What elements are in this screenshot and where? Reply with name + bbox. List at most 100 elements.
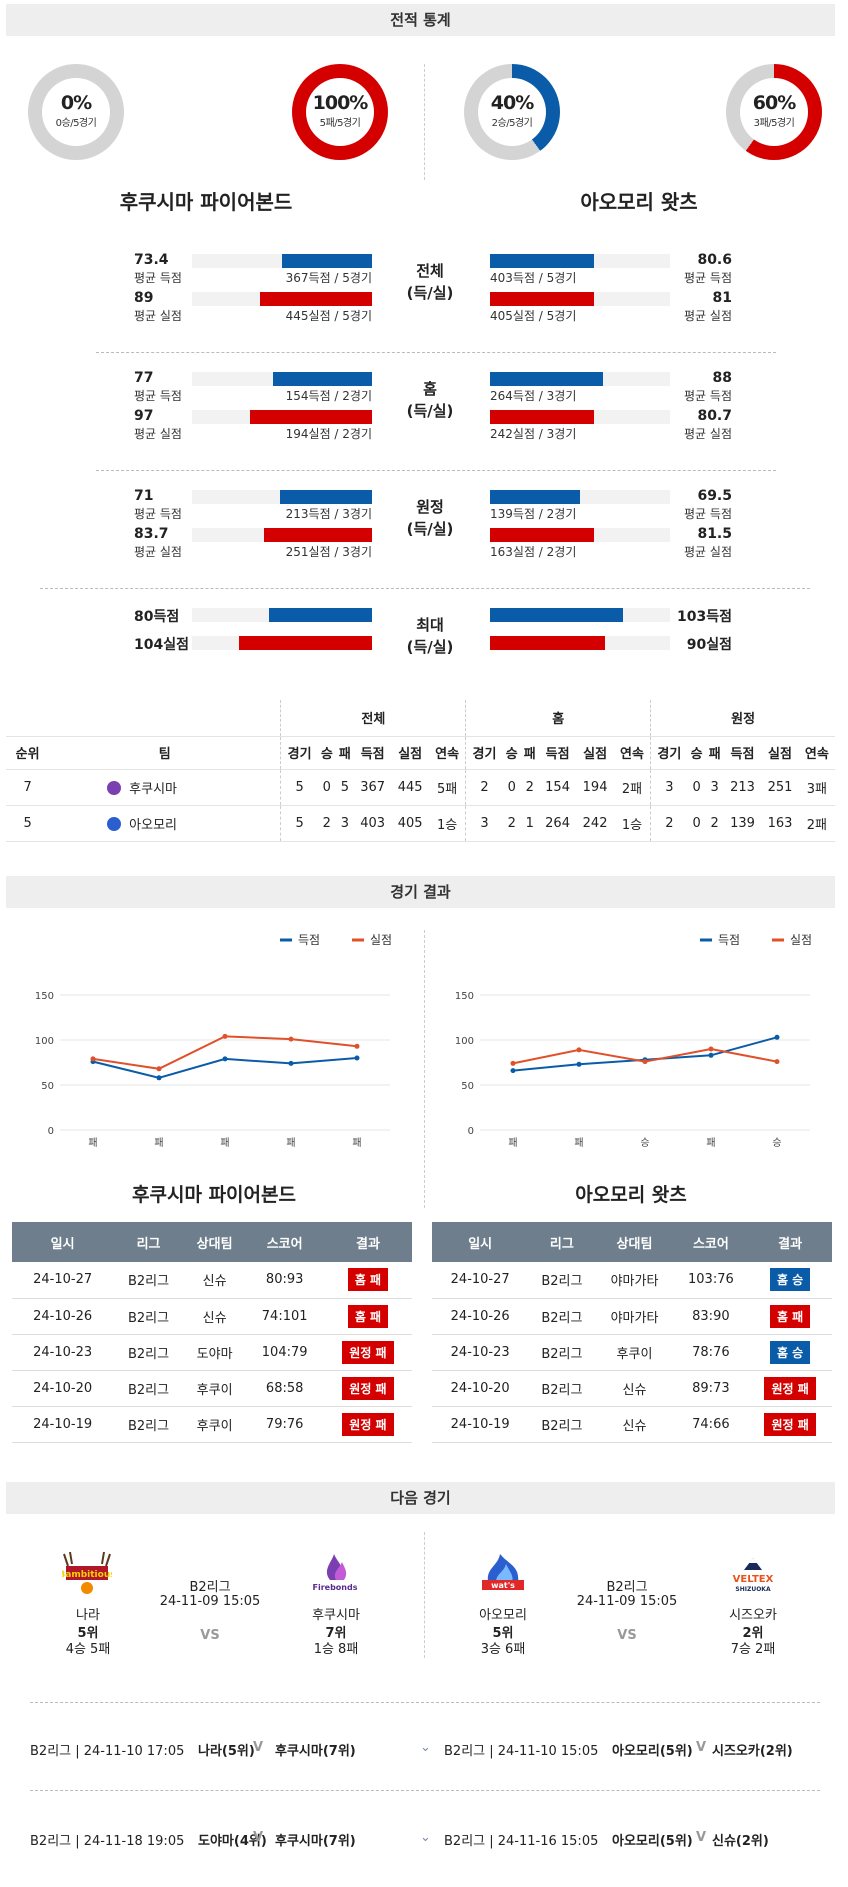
divider: [30, 1702, 820, 1703]
data-point: [708, 1052, 714, 1058]
right-scored-value: 69.5: [697, 488, 732, 504]
left-bar-caption: 367득점 / 5경기: [285, 271, 372, 285]
upcoming-home: 도야마(4위): [198, 1834, 267, 1849]
table-row: 24-10-19 B2리그 후쿠이 79:76 원정 패: [12, 1406, 412, 1443]
category-name: 원정: [416, 498, 444, 516]
left-allowed-value: 89: [134, 290, 154, 306]
category-name: 전체: [416, 262, 444, 280]
team2-name: 아오모리 왓츠: [580, 190, 698, 214]
table-row: 24-10-23 B2리그 도야마 104:79 원정 패: [12, 1334, 412, 1371]
table-cell: 2: [317, 805, 336, 842]
left-scored-label: 평균 득점: [134, 389, 182, 403]
left-scored-value: 77: [134, 370, 154, 386]
group-total: 전체: [280, 700, 466, 737]
y-tick-label: 150: [35, 991, 54, 1002]
right-bar-track: [490, 490, 670, 504]
table-cell: 3: [705, 769, 724, 806]
table-cell: B2리그: [528, 1370, 596, 1407]
svg-text:wat's: wat's: [491, 1581, 515, 1590]
data-point: [576, 1047, 582, 1053]
team1-score-chart: 0 50 100 150 패 패 패 패 패 득점 실점: [35, 933, 392, 1149]
table-row: 24-10-26 B2리그 야마가타 83:90 홈 패: [432, 1298, 832, 1335]
table-cell: 405: [391, 805, 429, 842]
table-cell: 후쿠이: [183, 1406, 246, 1443]
table-cell: 1승: [613, 805, 651, 842]
right-bar-caption: 242실점 / 3경기: [490, 427, 577, 441]
left-bar-track: [192, 636, 372, 650]
left-allowed-bar: [260, 292, 372, 306]
table-row: 24-10-27 B2리그 야마가타 103:76 홈 승: [432, 1262, 832, 1299]
team2-loss-donut: 60% 3패/5경기: [726, 64, 822, 160]
team2-results-table: 일시 리그 상대팀 스코어 결과 24-10-27 B2리그 야마가타 103:76 홈 승 24-…: [432, 1222, 832, 1443]
team1-loss-sub: 5패/5경기: [319, 118, 361, 129]
column-header: 팀: [49, 736, 281, 770]
aomori-logo-icon: wat's: [482, 1554, 524, 1590]
y-tick-label: 50: [41, 1081, 54, 1092]
table-row: 24-10-20 B2리그 후쿠이 68:58 원정 패: [12, 1370, 412, 1407]
right-bar-caption: 264득점 / 3경기: [490, 389, 577, 403]
table-cell: 원정 패: [323, 1406, 412, 1443]
team2-win-donut: 40% 2승/5경기: [464, 64, 560, 160]
column-header: 패: [705, 736, 724, 770]
table-cell: 24-10-23: [432, 1334, 529, 1371]
next1-away-record: 1승 8패: [313, 1642, 359, 1657]
table-cell: 홈 패: [323, 1298, 412, 1335]
fukushima-logo-icon: Firebonds: [313, 1554, 358, 1592]
divider: [40, 588, 810, 589]
left-bar-caption: 251실점 / 3경기: [285, 545, 372, 559]
data-point: [354, 1043, 360, 1049]
x-tick-label: 패: [154, 1137, 163, 1149]
table-cell: B2리그: [113, 1334, 184, 1371]
x-tick-label: 승: [772, 1137, 781, 1149]
left-scored-bar: [269, 608, 372, 622]
data-point: [288, 1036, 294, 1042]
data-point: [90, 1056, 96, 1062]
versus-icon: V: [253, 1830, 264, 1845]
column-header: 득점: [723, 736, 762, 770]
next2-home-record: 3승 6패: [480, 1642, 526, 1657]
right-bar-caption: 405실점 / 5경기: [490, 309, 577, 323]
table-cell: 신슈: [183, 1298, 246, 1335]
left-allowed-label: 평균 실점: [134, 427, 182, 441]
category-sub: (득/실): [406, 284, 454, 302]
category-name: 최대: [416, 616, 444, 634]
results-header-row: 일시 리그 상대팀 스코어 결과: [12, 1222, 412, 1262]
upcoming-info: B2리그 | 24-11-10 15:05: [444, 1744, 599, 1759]
left-bar-caption: 213득점 / 3경기: [285, 507, 372, 521]
next1-home-rank: 5위: [77, 1626, 99, 1641]
section-title-results: 경기 결과: [6, 876, 835, 908]
table-cell: 홈 패: [323, 1262, 412, 1299]
column-header: 일시: [432, 1222, 529, 1262]
table-cell: 1: [520, 805, 539, 842]
category-sub: (득/실): [406, 638, 454, 656]
result-badge: 홈 승: [769, 1268, 811, 1292]
data-point: [156, 1066, 162, 1072]
table-row: 24-10-26 B2리그 신슈 74:101 홈 패: [12, 1298, 412, 1335]
data-point: [156, 1075, 162, 1081]
comparison-category: 전체 (득/실): [395, 260, 465, 304]
table-cell: B2리그: [113, 1370, 184, 1407]
chevron-down-icon: ⌄: [420, 1740, 431, 1755]
team2-score-chart: 0 50 100 150 패 패 승 패 승 득점 실점: [455, 933, 812, 1149]
divider: [96, 470, 776, 471]
next1-datetime: 24-11-09 15:05: [159, 1594, 261, 1609]
right-bar-track: [490, 636, 670, 650]
comparison-category: 홈 (득/실): [395, 378, 465, 422]
left-bar-caption: 445실점 / 5경기: [285, 309, 372, 323]
divider: [424, 64, 425, 180]
y-tick-label: 0: [468, 1126, 474, 1137]
team1-win-donut: 0% 0승/5경기: [28, 64, 124, 160]
left-bar-track: [192, 490, 372, 504]
column-header: 리그: [528, 1222, 596, 1262]
upcoming-info: B2리그 | 24-11-16 15:05: [444, 1834, 599, 1849]
x-tick-label: 패: [508, 1137, 517, 1149]
table-cell: 5: [6, 805, 50, 842]
table-cell: 104:79: [245, 1334, 324, 1371]
right-scored-bar: [490, 608, 624, 622]
x-tick-label: 패: [706, 1137, 715, 1149]
right-allowed-value: 81.5: [697, 526, 732, 542]
right-bar-track: [490, 292, 670, 306]
data-point: [642, 1059, 648, 1065]
y-tick-label: 50: [461, 1081, 474, 1092]
right-allowed-bar: [490, 410, 595, 424]
